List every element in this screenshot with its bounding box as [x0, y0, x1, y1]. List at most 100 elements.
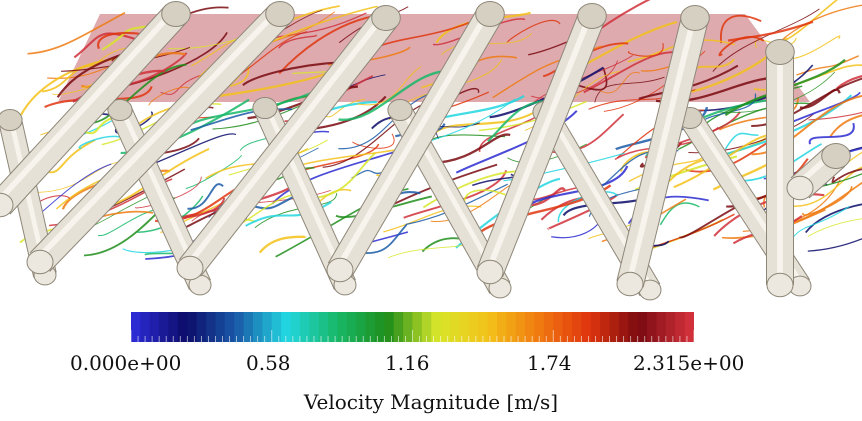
colorbar-swatch	[206, 312, 217, 342]
streamline	[187, 183, 224, 210]
colorbar-swatch	[299, 312, 310, 342]
colorbar-swatch	[346, 312, 357, 342]
streamline	[712, 8, 820, 72]
tube	[26, 1, 295, 275]
streamline	[185, 154, 243, 189]
colorbar-swatch	[628, 312, 639, 342]
colorbar-swatch	[468, 312, 479, 342]
colorbar-swatch	[318, 312, 329, 342]
streamline	[338, 90, 438, 150]
colorbar-swatch	[478, 312, 489, 342]
tube	[786, 143, 851, 201]
streamline	[352, 133, 395, 149]
colorbar-tick-label: 0.000e+00	[70, 351, 182, 375]
colorbar-swatch	[187, 312, 198, 342]
colorbar-swatch	[328, 312, 339, 342]
streamline	[751, 77, 862, 127]
colorbar-swatch	[609, 312, 620, 342]
colorbar-tick-label: 1.16	[385, 351, 430, 375]
streamline	[804, 203, 862, 234]
streamline	[455, 110, 578, 174]
colorbar-swatch	[543, 312, 554, 342]
streamline	[27, 11, 126, 55]
colorbar-title: Velocity Magnitude [m/s]	[303, 390, 559, 414]
streamline	[807, 238, 862, 252]
colorbar-swatch	[365, 312, 376, 342]
streamline	[829, 114, 862, 137]
streamline	[751, 94, 862, 156]
colorbar-swatch	[234, 312, 245, 342]
streamline	[808, 122, 855, 145]
colorbar-swatch	[309, 312, 320, 342]
colorbar-swatch	[421, 312, 432, 342]
streamline	[258, 235, 307, 254]
streamline	[787, 166, 862, 207]
streamline	[724, 132, 759, 150]
streamline	[463, 189, 506, 211]
colorbar-swatch	[271, 312, 282, 342]
colorbar-swatch	[675, 312, 686, 342]
streamline	[718, 36, 765, 57]
streamline	[540, 113, 625, 154]
streamline	[383, 205, 482, 233]
streamline	[357, 66, 422, 106]
streamline	[73, 32, 139, 59]
streamline	[599, 71, 641, 94]
colorbar-swatch	[374, 312, 385, 342]
colorbar-swatch	[525, 312, 536, 342]
colorbar-tick-label: 1.74	[527, 351, 572, 375]
streamline	[338, 69, 450, 121]
streamline	[309, 152, 376, 200]
colorbar-swatch	[403, 312, 414, 342]
streamline	[807, 218, 862, 237]
colorbar-swatch	[684, 312, 694, 342]
colorbar-swatch	[534, 312, 545, 342]
colorbar-swatch	[665, 312, 676, 342]
streamline	[775, 0, 839, 46]
streamline	[137, 195, 204, 234]
colorbar-swatch	[412, 312, 423, 342]
colorbar-swatch	[562, 312, 573, 342]
colorbar-swatch	[637, 312, 648, 342]
streamline	[271, 150, 398, 205]
streamline	[791, 35, 841, 60]
colorbar-tick-label: 2.315e+00	[633, 351, 745, 375]
colorbar-swatch	[450, 312, 461, 342]
colorbar-tick-label: 0.58	[246, 351, 291, 375]
colorbar-swatch	[618, 312, 629, 342]
colorbar-swatch	[506, 312, 517, 342]
streamline	[659, 202, 700, 226]
tube	[765, 39, 795, 298]
colorbar-swatch	[384, 312, 395, 342]
tube	[476, 3, 607, 285]
upper-tube-row	[0, 1, 851, 298]
colorbar-swatch	[131, 312, 141, 342]
colorbar-swatch	[168, 312, 179, 342]
streamline	[43, 139, 96, 174]
colorbar-swatch	[281, 312, 292, 342]
tube	[176, 5, 401, 281]
colorbar-swatch	[243, 312, 254, 342]
streamline	[836, 75, 862, 90]
visualization-scene	[0, 0, 862, 301]
tube	[0, 1, 191, 218]
streamline	[699, 64, 814, 112]
streamline	[278, 34, 317, 49]
colorbar-swatch	[159, 312, 170, 342]
streamline	[190, 108, 293, 131]
tube	[616, 5, 710, 297]
colorbar-swatch	[553, 312, 564, 342]
colorbar-swatch	[262, 312, 273, 342]
colorbar-swatch	[224, 312, 235, 342]
colorbar-swatch	[440, 312, 451, 342]
colorbar-swatch	[356, 312, 367, 342]
colorbar-swatch	[656, 312, 667, 342]
streamline	[422, 170, 522, 209]
colorbar-swatch	[393, 312, 404, 342]
colorbar-swatch	[290, 312, 301, 342]
streamline	[506, 19, 561, 44]
colorbar-swatch	[572, 312, 582, 342]
streamline	[78, 135, 124, 149]
colorbar-swatch	[647, 312, 658, 342]
streamline	[831, 168, 862, 184]
